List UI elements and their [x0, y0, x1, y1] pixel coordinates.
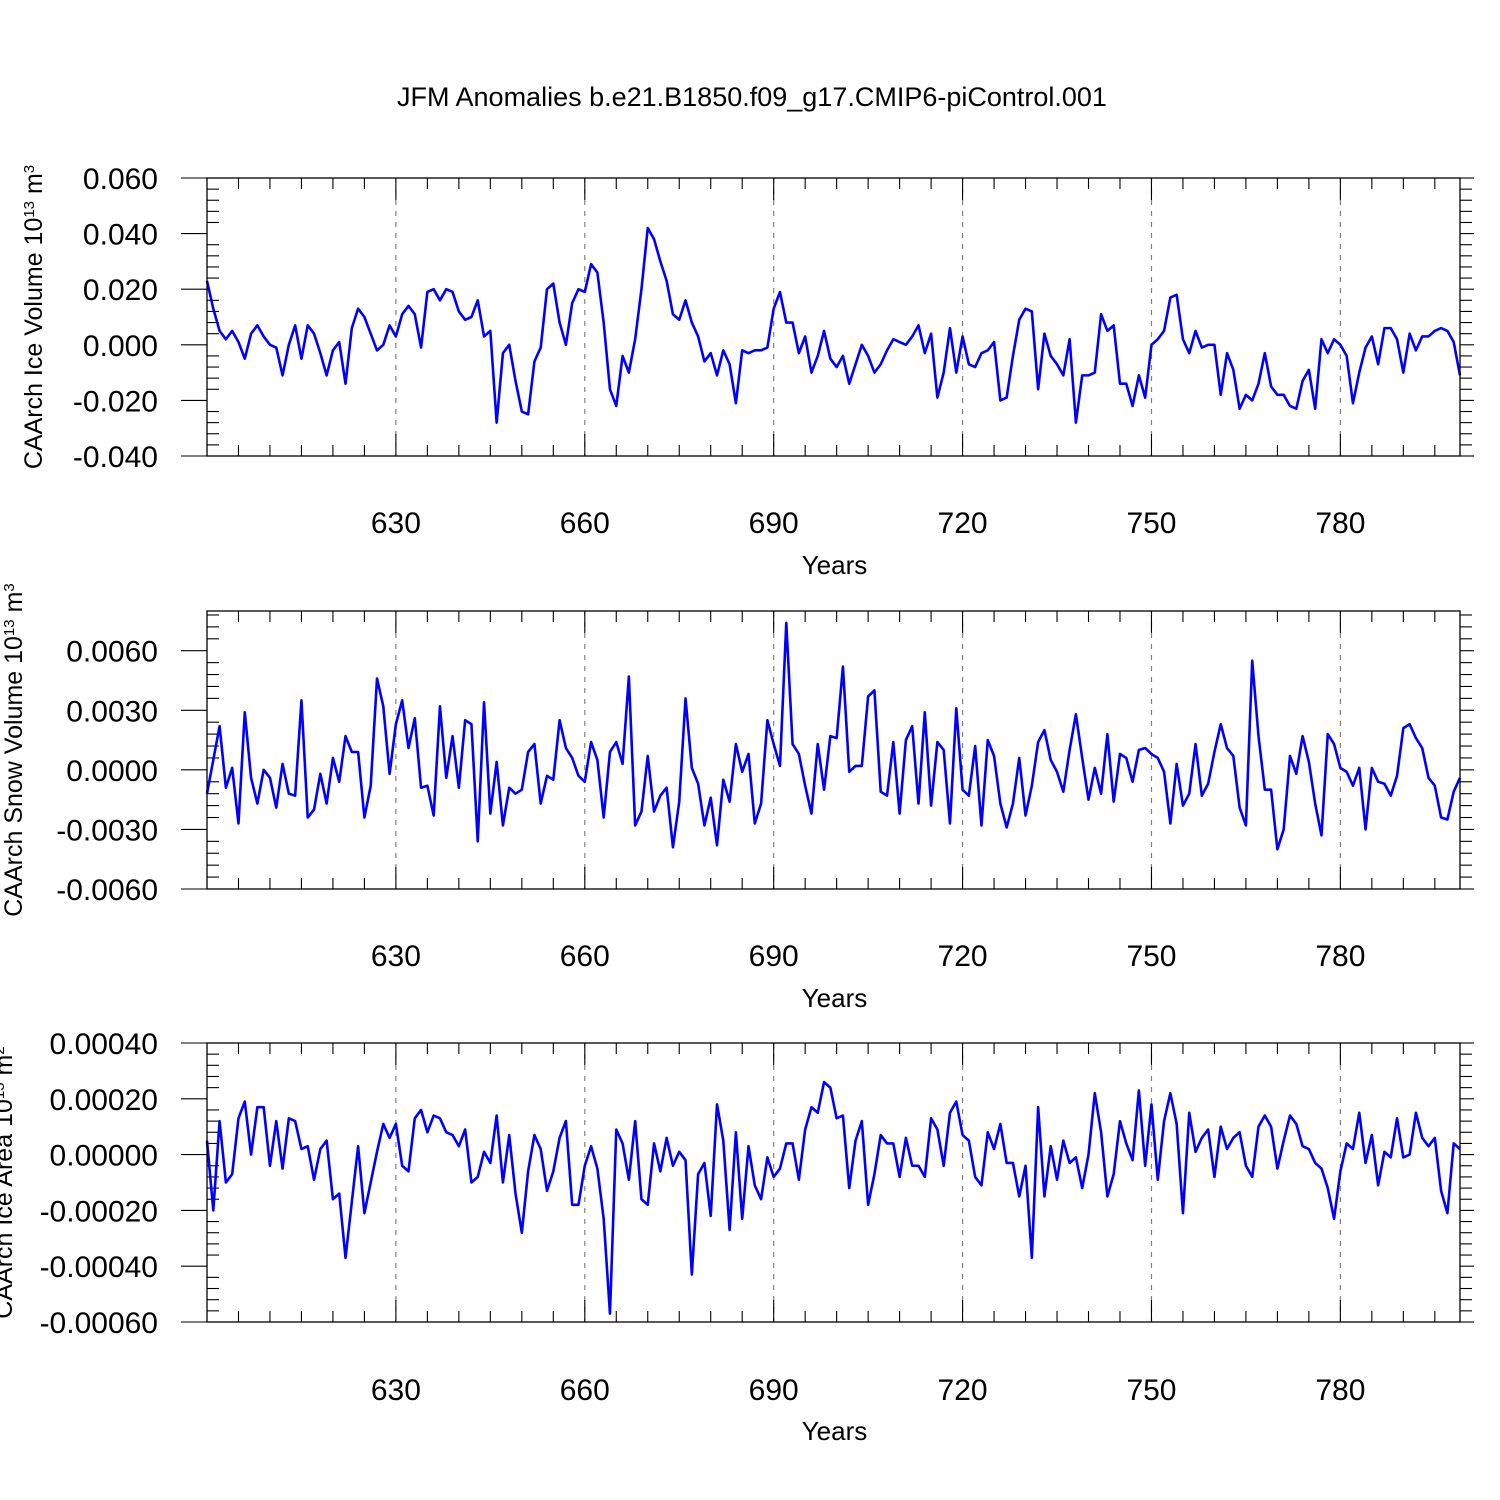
y-axis-label-ylabel-unit-exp: 3 [21, 165, 38, 173]
y-tick-label: 0.040 [83, 219, 158, 252]
x-axis-label: Years [802, 983, 868, 1013]
y-axis-label: CAArch Ice Area 1013 m2 [0, 1046, 18, 1318]
y-tick-label: 0.060 [83, 163, 158, 196]
x-tick-label: 780 [1315, 1374, 1365, 1407]
panel-2: 630 660 690 720 750 780 Years -0.0060 -0.0030 0.0… [0, 583, 1474, 1013]
series-line-1 [205, 226, 1462, 424]
y-tick-label: 0.000 [83, 330, 158, 363]
y-axis-label-ylabel-unit-exp: 3 [1, 583, 18, 591]
x-tick-label: 630 [371, 1374, 421, 1407]
y-tick-label: -0.0060 [56, 874, 158, 907]
x-tick-label: 720 [938, 1374, 988, 1407]
y-axis-label-ylabel-exp: 13 [21, 201, 38, 218]
y-axis-label-ylabel-text: CAArch Snow Volume 10 [0, 636, 28, 917]
y-tick-label: 0.00020 [50, 1084, 158, 1117]
x-axis-label: Years [802, 1416, 868, 1446]
y-axis-label-ylabel-text: CAArch Ice Volume 10 [20, 218, 48, 470]
y-tick-label: 0.0060 [66, 636, 158, 669]
y-axis-label-ylabel-exp: 13 [0, 1082, 8, 1099]
y-axis-label-ylabel-unit-exp: 2 [0, 1046, 8, 1054]
y-tick-label: -0.040 [73, 441, 158, 474]
x-tick-label: 780 [1315, 940, 1365, 973]
plot-frame [206, 177, 1461, 457]
y-tick-label: -0.020 [73, 385, 158, 418]
x-tick-label: 750 [1126, 1374, 1176, 1407]
x-tick-label: 720 [938, 507, 988, 540]
y-axis-label-ylabel-unit: m [0, 1055, 18, 1083]
y-axis-label-ylabel-unit: m [0, 592, 28, 620]
y-axis-label-ylabel-unit: m [20, 173, 48, 201]
chart-title: JFM Anomalies b.e21.B1850.f09_g17.CMIP6-… [397, 82, 1107, 112]
x-axis-label: Years [802, 550, 868, 580]
y-tick-label: -0.00040 [40, 1251, 158, 1284]
panel-3: 630 660 690 720 750 780 Years -0.00060 -0.00040 -… [0, 1028, 1474, 1446]
x-tick-label: 780 [1315, 507, 1365, 540]
series-line-3 [205, 1080, 1461, 1315]
x-tick-label: 750 [1126, 507, 1176, 540]
y-tick-label: 0.00040 [50, 1028, 158, 1061]
y-tick-label: -0.00020 [40, 1195, 158, 1228]
y-tick-label: -0.00060 [40, 1307, 158, 1340]
x-tick-label: 660 [560, 1374, 610, 1407]
x-tick-label: 750 [1126, 940, 1176, 973]
y-tick-label: -0.0030 [56, 814, 158, 847]
plot-frame [206, 1042, 1461, 1323]
x-tick-label: 630 [371, 507, 421, 540]
y-tick-label: 0.0000 [66, 755, 158, 788]
y-axis-label-ylabel-exp: 13 [1, 619, 18, 636]
y-axis-label-ylabel-text: CAArch Ice Area 10 [0, 1099, 18, 1319]
x-tick-label: 660 [560, 507, 610, 540]
plot-frame [206, 610, 1461, 890]
x-tick-label: 690 [749, 940, 799, 973]
x-tick-label: 630 [371, 940, 421, 973]
x-tick-label: 690 [749, 1374, 799, 1407]
x-tick-label: 690 [749, 507, 799, 540]
y-axis-label: CAArch Snow Volume 1013 m3 [0, 583, 28, 917]
panels: 630 660 690 720 750 780 Years -0.040 -0.020 0.000… [0, 163, 1474, 1446]
y-tick-label: 0.00000 [50, 1140, 158, 1173]
panel-1: 630 660 690 720 750 780 Years -0.040 -0.020 0.000… [20, 163, 1474, 580]
y-axis-label: CAArch Ice Volume 1013 m3 [20, 165, 48, 469]
series-line-2 [205, 621, 1462, 851]
y-tick-label: 0.0030 [66, 695, 158, 728]
x-tick-label: 660 [560, 940, 610, 973]
x-tick-label: 720 [938, 940, 988, 973]
y-tick-label: 0.020 [83, 274, 158, 307]
